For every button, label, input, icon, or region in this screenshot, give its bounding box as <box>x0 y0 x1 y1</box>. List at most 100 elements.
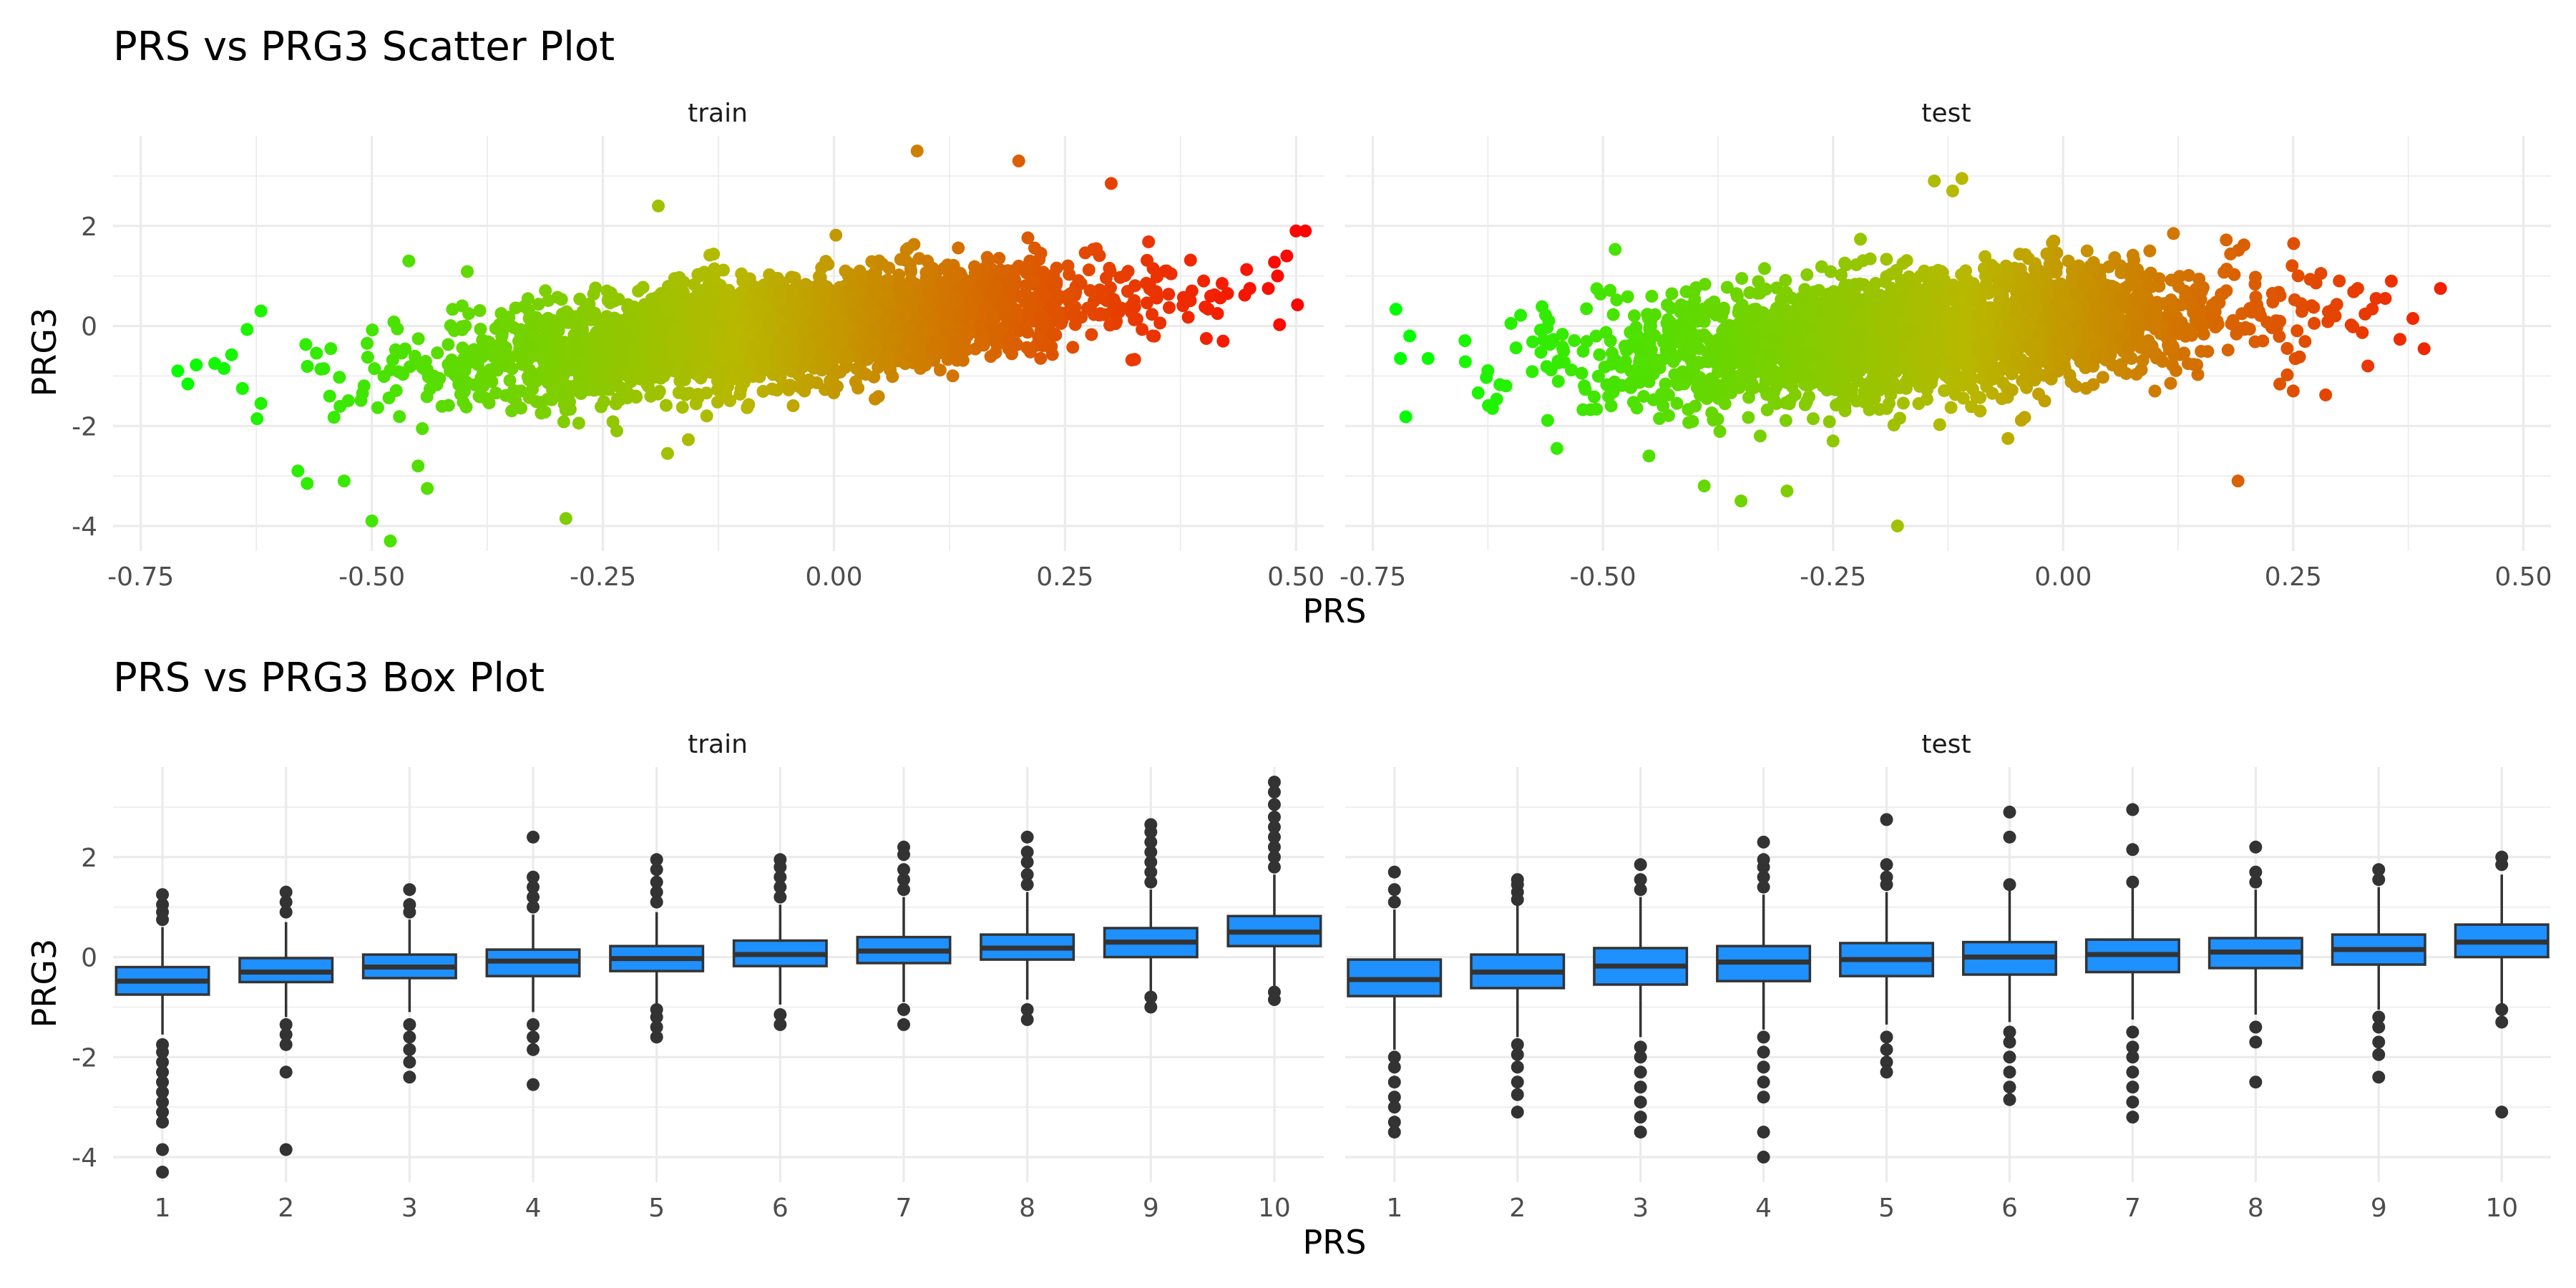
scatter-point <box>748 280 761 293</box>
scatter-point <box>610 375 623 389</box>
scatter-point <box>1128 353 1141 366</box>
scatter-point <box>892 268 906 282</box>
scatter-point <box>1181 311 1195 324</box>
scatter-point <box>1148 329 1161 343</box>
scatter-point <box>970 288 983 301</box>
scatter-point <box>477 379 490 393</box>
scatter-point <box>737 303 751 317</box>
scatter-point <box>354 394 368 407</box>
scatter-point <box>1033 253 1046 266</box>
scatter-point <box>517 300 531 313</box>
scatter-point <box>881 349 894 363</box>
scatter-point <box>2319 388 2333 401</box>
scatter-point <box>761 321 775 335</box>
scatter-point <box>829 320 842 333</box>
scatter-point <box>623 309 637 323</box>
scatter-point <box>2273 377 2287 391</box>
scatter-point <box>774 289 787 303</box>
scatter-point <box>441 338 455 351</box>
scatter-point <box>1199 332 1213 346</box>
scatter-point <box>310 346 323 360</box>
scatter-point <box>1779 414 1792 427</box>
scatter-point <box>592 346 605 359</box>
scatter-point <box>774 370 787 384</box>
scatter-point <box>659 399 673 412</box>
scatter-point <box>391 322 404 336</box>
scatter-point <box>798 384 811 398</box>
scatter-point <box>667 346 680 360</box>
scatter-point <box>950 353 964 367</box>
scatter-point <box>842 267 856 280</box>
scatter-point <box>638 298 651 311</box>
scatter-point <box>235 381 249 395</box>
scatter-point <box>781 346 795 360</box>
scatter-points <box>171 144 2447 548</box>
scatter-point <box>542 293 555 307</box>
scatter-point <box>1493 378 1507 391</box>
scatter-point <box>421 482 434 495</box>
scatter-point <box>653 384 666 398</box>
scatter-point <box>445 353 459 367</box>
scatter-point <box>1128 313 1141 326</box>
scatter-point <box>474 323 487 336</box>
scatter-point <box>1103 318 1117 332</box>
scatter-point <box>171 364 185 378</box>
scatter-point <box>875 297 889 311</box>
scatter-point <box>1143 282 1156 296</box>
scatter-point <box>487 350 500 364</box>
scatter-point <box>557 369 570 383</box>
scatter-point <box>1060 289 1074 303</box>
scatter-point <box>1082 263 1096 277</box>
scatter-point <box>1028 241 1042 255</box>
scatter-point <box>2143 244 2157 258</box>
scatter-point <box>402 254 416 268</box>
scatter-point <box>327 411 341 424</box>
scatter-point <box>1299 224 1312 238</box>
scatter-point <box>990 283 1003 297</box>
scatter-point <box>1779 273 1792 287</box>
scatter-point <box>1032 331 1045 344</box>
scatter-point <box>900 283 914 297</box>
scatter-point <box>371 401 384 414</box>
scatter-point <box>919 265 933 279</box>
scatter-point <box>368 362 381 376</box>
scatter-point <box>812 316 826 330</box>
scatter-point <box>922 285 936 298</box>
scatter-grid <box>113 136 2551 551</box>
scatter-point <box>444 319 457 333</box>
scatter-point <box>569 379 582 392</box>
scatter-point <box>883 330 897 343</box>
scatter-point <box>391 365 405 379</box>
scatter-point <box>1509 341 1523 355</box>
scatter-point <box>977 336 990 350</box>
scatter-point <box>254 396 268 410</box>
scatter-point <box>909 338 922 351</box>
scatter-point <box>691 268 705 281</box>
scatter-point <box>2220 233 2233 247</box>
scatter-point <box>766 382 779 396</box>
scatter-point <box>771 271 784 285</box>
scatter-point <box>567 317 581 331</box>
scatter-point <box>543 322 557 336</box>
scatter-point <box>1019 296 1033 309</box>
scatter-point <box>672 386 686 399</box>
scatter-point <box>946 369 960 383</box>
scatter-point <box>686 292 699 306</box>
scatter-point <box>559 512 572 525</box>
scatter-point <box>679 336 693 349</box>
scatter-point <box>1568 333 1581 347</box>
scatter-point <box>1273 318 1287 331</box>
scatter-point <box>1604 334 1617 348</box>
scatter-point <box>935 336 949 350</box>
scatter-point <box>576 364 590 378</box>
scatter-point <box>550 384 563 398</box>
scatter-point <box>746 370 760 384</box>
scatter-point <box>1078 246 1092 260</box>
scatter-point <box>1033 310 1047 323</box>
scatter-point <box>1896 396 1910 410</box>
scatter-point <box>1735 272 1749 286</box>
scatter-point <box>2361 359 2375 373</box>
scatter-point <box>2248 335 2262 348</box>
scatter-point <box>748 298 762 311</box>
